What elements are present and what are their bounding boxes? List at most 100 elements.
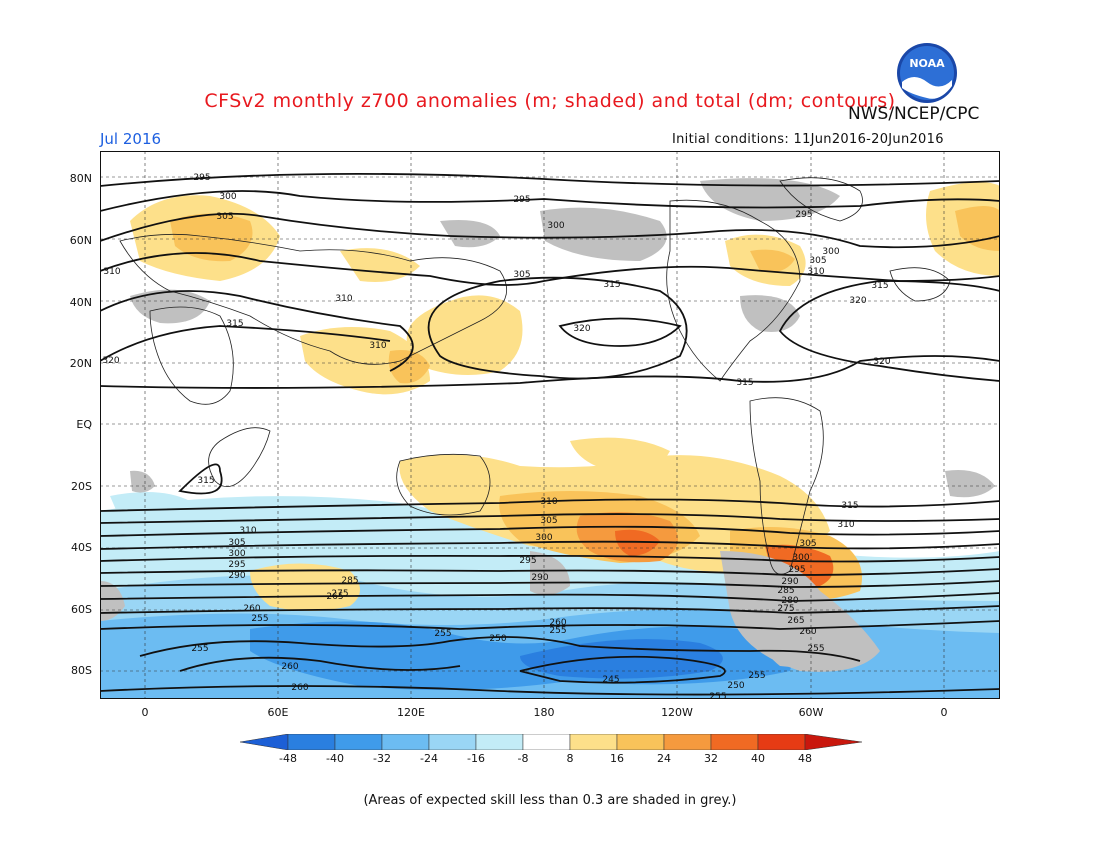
contour-label: 255 (549, 626, 566, 636)
contour-label: 310 (103, 267, 120, 277)
lat-label: 80S (71, 664, 92, 677)
lat-label: EQ (76, 418, 92, 431)
contour-label: 295 (228, 560, 245, 570)
contour-label: 295 (795, 210, 812, 220)
contour-label: 320 (849, 296, 866, 306)
contour-label: 310 (335, 294, 352, 304)
contour-label: 315 (226, 319, 243, 329)
lat-label: 20N (69, 357, 92, 370)
colorbar-tick: -8 (517, 752, 529, 765)
contour-label: 290 (531, 573, 548, 583)
noaa-logo-text: NOAA (909, 57, 945, 70)
contour-label: 285 (777, 586, 794, 596)
lon-label: 0 (940, 706, 948, 719)
contour-label: 315 (841, 501, 858, 511)
contour-label: 310 (837, 520, 854, 530)
contour-label: 305 (540, 516, 557, 526)
map-canvas: 295 300 305 310 315 320 295 300 305 310 … (99, 151, 1001, 702)
contour-label: 310 (239, 526, 256, 536)
contour-label: 320 (573, 324, 590, 334)
contour-label: 260 (799, 627, 816, 637)
height-contours (99, 172, 1001, 696)
lat-label: 80N (69, 172, 92, 185)
contour-label: 305 (799, 539, 816, 549)
contour-label: 290 (228, 571, 245, 581)
low-skill-shading (100, 178, 995, 672)
colorbar-tick: -40 (326, 752, 344, 765)
colorbar-tick: 48 (798, 752, 812, 765)
colorbar-tick: 8 (566, 752, 574, 765)
positive-anomaly-shading (130, 182, 1000, 611)
colorbar-tick: 16 (610, 752, 624, 765)
contour-label: 295 (193, 173, 210, 183)
contour-label: 260 (549, 618, 566, 628)
contour-labels: 295 300 305 310 315 320 295 300 305 310 … (102, 173, 890, 702)
contour-label: 310 (807, 267, 824, 277)
colorbar (239, 733, 863, 751)
contour-label: 255 (807, 644, 824, 654)
contour-label: 305 (513, 270, 530, 280)
lat-label: 40N (69, 296, 92, 309)
contour-label: 310 (369, 341, 386, 351)
contour-label: 260 (281, 662, 298, 672)
contour-label: 310 (540, 497, 557, 507)
contour-label: 255 (748, 671, 765, 681)
contour-label: 320 (102, 356, 119, 366)
contour-label: 295 (513, 195, 530, 205)
contour-label: 295 (788, 565, 805, 575)
contour-label: 260 (243, 604, 260, 614)
initial-conditions: Initial conditions: 11Jun2016-20Jun2016 (672, 132, 944, 147)
agency-label: NWS/NCEP/CPC (848, 104, 980, 124)
contour-label: 285 (341, 576, 358, 586)
contour-label: 265 (326, 592, 343, 602)
noaa-logo: NOAA (896, 42, 958, 104)
contour-label: 280 (781, 596, 798, 606)
contour-label: 255 (191, 644, 208, 654)
contour-label: 315 (736, 378, 753, 388)
contour-label: 300 (535, 533, 552, 543)
contour-label: 315 (603, 280, 620, 290)
contour-label: 275 (777, 604, 794, 614)
contour-label: 320 (873, 357, 890, 367)
contour-label: 300 (219, 192, 236, 202)
lon-label: 60E (267, 706, 289, 719)
colorbar-tick: -16 (467, 752, 485, 765)
contour-label: 305 (216, 212, 233, 222)
colorbar-tick: 24 (657, 752, 671, 765)
contour-label: 255 (434, 629, 451, 639)
lat-label: 40S (71, 541, 92, 554)
lon-label: 120E (397, 706, 425, 719)
lon-label: 60W (798, 706, 824, 719)
colorbar-tick: 40 (751, 752, 765, 765)
contour-label: 300 (228, 549, 245, 559)
contour-label: 300 (822, 247, 839, 257)
contour-label: 295 (519, 556, 536, 566)
contour-label: 300 (792, 553, 809, 563)
contour-label: 305 (809, 256, 826, 266)
contour-label: 255 (251, 614, 268, 624)
lat-label: 60S (71, 603, 92, 616)
colorbar-tick: -32 (373, 752, 391, 765)
lat-label: 60N (69, 234, 92, 247)
contour-label: 245 (602, 675, 619, 685)
contour-label: 275 (331, 589, 348, 599)
lon-label: 0 (141, 706, 149, 719)
map-panel: 295 300 305 310 315 320 295 300 305 310 … (99, 151, 1001, 702)
lon-label: 180 (533, 706, 555, 719)
graticule (100, 151, 1000, 699)
contour-label: 305 (228, 538, 245, 548)
contour-label: 315 (197, 476, 214, 486)
contour-label: 265 (787, 616, 804, 626)
contour-label: 250 (727, 681, 744, 691)
map-title: CFSv2 monthly z700 anomalies (m; shaded)… (204, 90, 896, 112)
colorbar-tick: -24 (420, 752, 438, 765)
lat-label: 20S (71, 480, 92, 493)
contour-label: 260 (291, 683, 308, 693)
colorbar-tick: -48 (279, 752, 297, 765)
contour-label: 250 (489, 634, 506, 644)
forecast-month: Jul 2016 (100, 130, 162, 148)
contour-label: 315 (871, 281, 888, 291)
lon-label: 120W (661, 706, 693, 719)
skill-footnote: (Areas of expected skill less than 0.3 a… (363, 793, 737, 808)
colorbar-tick: 32 (704, 752, 718, 765)
